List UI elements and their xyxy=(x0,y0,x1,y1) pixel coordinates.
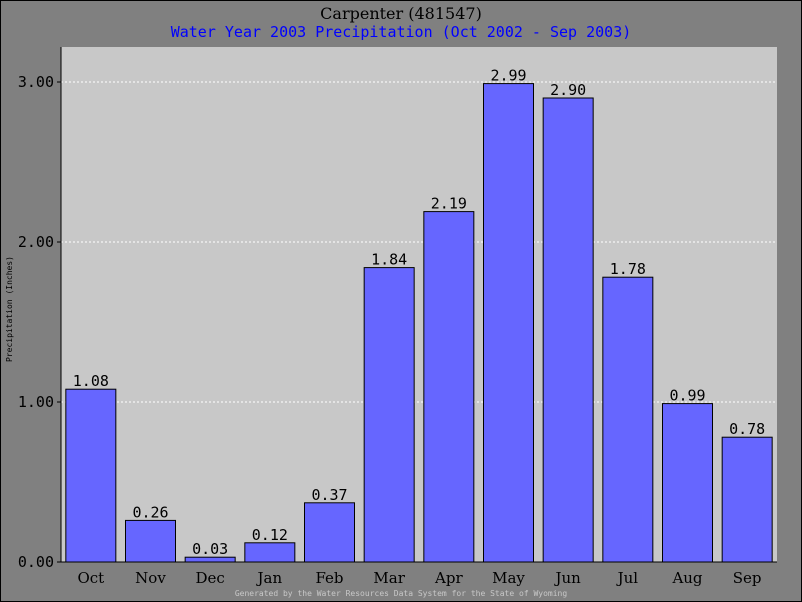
x-tick-label: Dec xyxy=(196,569,225,587)
bar xyxy=(602,276,654,563)
bar xyxy=(65,388,117,563)
chart-title: Carpenter (481547) xyxy=(320,4,482,23)
data-label: 0.78 xyxy=(729,420,765,438)
x-tick-label: Oct xyxy=(77,569,104,587)
data-label: 2.90 xyxy=(550,81,586,99)
bar xyxy=(662,403,713,563)
bar xyxy=(721,436,773,563)
x-tick-label: Apr xyxy=(434,569,463,587)
x-tick-label: Jul xyxy=(616,569,639,587)
data-label: 0.99 xyxy=(669,387,705,405)
data-label: 0.37 xyxy=(311,486,347,504)
chart-subtitle: Water Year 2003 Precipitation (Oct 2002 … xyxy=(170,23,632,41)
bar xyxy=(542,97,594,563)
x-tick-label: Sep xyxy=(733,569,762,587)
bar xyxy=(483,83,534,563)
data-label: 2.99 xyxy=(490,67,526,85)
x-tick-label: Jan xyxy=(256,569,283,587)
bar xyxy=(244,542,296,563)
data-label: 1.84 xyxy=(371,251,407,269)
footer-credit: Generated by the Water Resources Data Sy… xyxy=(234,589,568,598)
x-tick-label: Jun xyxy=(553,569,581,587)
bar xyxy=(125,519,176,563)
data-label: 0.03 xyxy=(192,540,228,558)
data-label: 2.19 xyxy=(431,195,467,213)
y-tick-label: 0.00 xyxy=(18,553,54,571)
bar xyxy=(423,211,475,563)
bar xyxy=(363,267,415,563)
x-tick-label: Mar xyxy=(373,569,405,587)
x-tick-label: Feb xyxy=(315,569,343,587)
plot-area xyxy=(61,47,777,562)
x-tick-label: Aug xyxy=(671,569,702,587)
bar xyxy=(304,502,355,563)
data-label: 0.12 xyxy=(252,526,288,544)
data-label: 1.08 xyxy=(73,372,109,390)
x-tick-label: May xyxy=(492,569,525,587)
data-label: 1.78 xyxy=(610,260,646,278)
y-tick-label: 3.00 xyxy=(18,73,54,91)
data-label: 0.26 xyxy=(132,503,168,521)
y-tick-label: 1.00 xyxy=(18,393,54,411)
x-tick-label: Nov xyxy=(135,569,166,587)
y-tick-label: 2.00 xyxy=(18,233,54,251)
